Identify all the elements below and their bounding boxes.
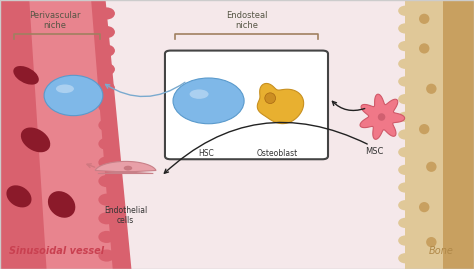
Ellipse shape xyxy=(99,138,115,150)
Ellipse shape xyxy=(398,253,412,263)
Ellipse shape xyxy=(99,82,115,94)
Text: Bone: Bone xyxy=(428,246,453,256)
Ellipse shape xyxy=(190,89,209,99)
Ellipse shape xyxy=(398,41,412,51)
Ellipse shape xyxy=(99,8,115,20)
Polygon shape xyxy=(257,83,304,124)
Polygon shape xyxy=(28,0,114,269)
Ellipse shape xyxy=(398,235,412,246)
Text: Perivascular
niche: Perivascular niche xyxy=(29,11,80,30)
Ellipse shape xyxy=(398,129,412,140)
Ellipse shape xyxy=(398,182,412,193)
Ellipse shape xyxy=(99,194,115,206)
Text: HSC: HSC xyxy=(198,149,214,158)
Ellipse shape xyxy=(99,231,115,243)
Ellipse shape xyxy=(426,84,437,94)
Ellipse shape xyxy=(173,78,244,124)
FancyArrowPatch shape xyxy=(164,122,367,173)
Ellipse shape xyxy=(48,191,75,218)
Ellipse shape xyxy=(398,165,412,175)
Ellipse shape xyxy=(398,76,412,87)
FancyArrowPatch shape xyxy=(106,82,185,97)
Ellipse shape xyxy=(419,43,429,54)
FancyArrowPatch shape xyxy=(332,101,365,111)
Ellipse shape xyxy=(99,101,115,113)
Ellipse shape xyxy=(398,147,412,157)
Polygon shape xyxy=(360,94,405,139)
Ellipse shape xyxy=(99,63,115,75)
Ellipse shape xyxy=(124,166,132,171)
Polygon shape xyxy=(405,0,443,269)
FancyBboxPatch shape xyxy=(165,51,328,159)
Ellipse shape xyxy=(426,237,437,247)
Ellipse shape xyxy=(398,94,412,104)
Ellipse shape xyxy=(56,84,74,93)
Text: MSC: MSC xyxy=(365,147,383,155)
Ellipse shape xyxy=(7,185,31,207)
Ellipse shape xyxy=(419,202,429,212)
Ellipse shape xyxy=(398,59,412,69)
Ellipse shape xyxy=(99,175,115,187)
Ellipse shape xyxy=(419,124,429,134)
Ellipse shape xyxy=(99,156,115,168)
Polygon shape xyxy=(95,161,156,174)
Text: Endosteal
niche: Endosteal niche xyxy=(226,11,267,30)
Ellipse shape xyxy=(265,93,275,104)
Text: Osteoblast: Osteoblast xyxy=(256,149,298,158)
Ellipse shape xyxy=(13,66,39,85)
Ellipse shape xyxy=(398,6,412,16)
Ellipse shape xyxy=(398,112,412,122)
Ellipse shape xyxy=(426,162,437,172)
Ellipse shape xyxy=(398,218,412,228)
Ellipse shape xyxy=(99,26,115,38)
Ellipse shape xyxy=(99,212,115,224)
Ellipse shape xyxy=(99,119,115,131)
Ellipse shape xyxy=(398,23,412,34)
Ellipse shape xyxy=(419,14,429,24)
Ellipse shape xyxy=(99,45,115,57)
Ellipse shape xyxy=(21,128,50,152)
Text: Endothelial
cells: Endothelial cells xyxy=(104,206,147,225)
Ellipse shape xyxy=(99,250,115,261)
Polygon shape xyxy=(0,0,133,269)
Ellipse shape xyxy=(398,200,412,210)
Polygon shape xyxy=(405,0,474,269)
FancyArrowPatch shape xyxy=(87,164,95,168)
Text: Sinusoidal vessel: Sinusoidal vessel xyxy=(9,246,104,256)
Ellipse shape xyxy=(44,75,103,116)
Ellipse shape xyxy=(378,113,385,121)
